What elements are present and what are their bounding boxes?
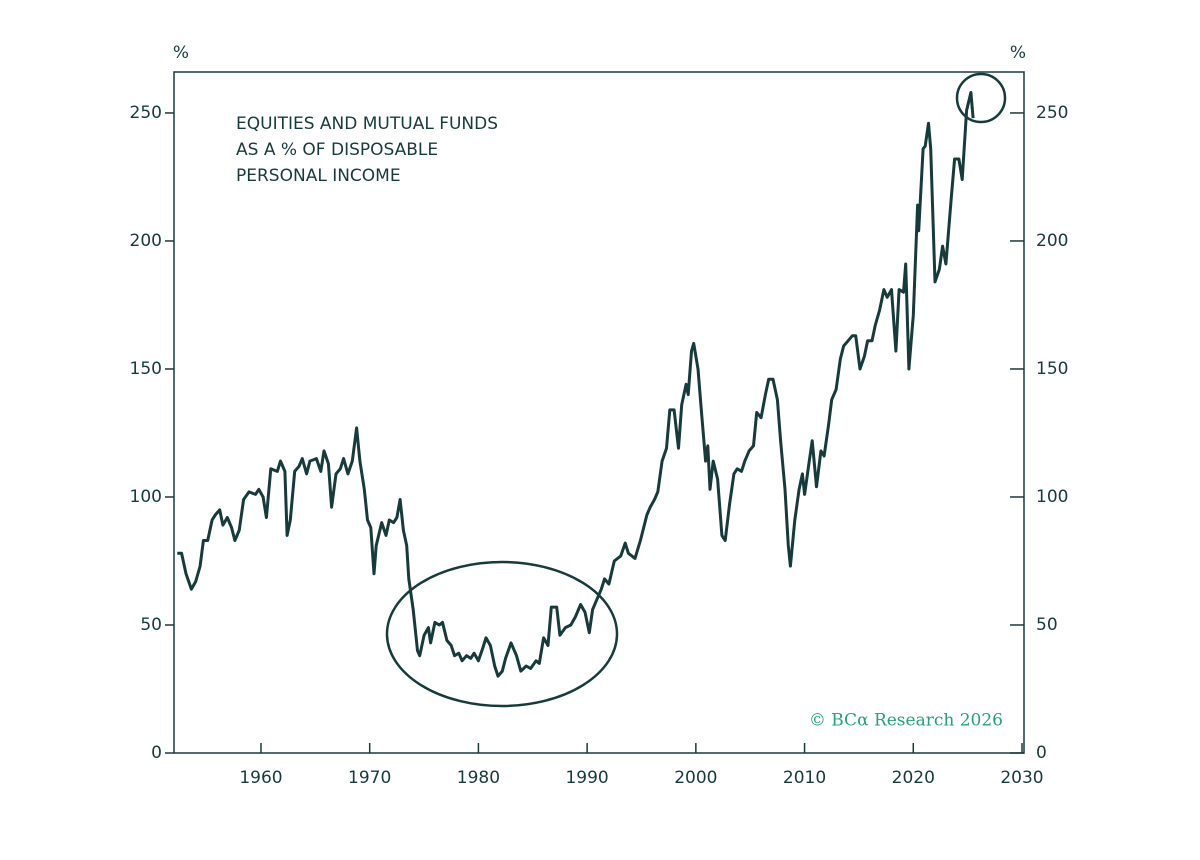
title-line: AS A % OF DISPOSABLE [236,140,438,160]
title-line: EQUITIES AND MUTUAL FUNDS [236,114,498,134]
y-tick-label: 250 [130,103,162,123]
y2-tick-label: 100 [1036,487,1068,507]
x-tick-label: 2020 [892,768,935,788]
plot-frame [173,71,1025,754]
data-line [177,91,975,678]
y2-tick-label: 250 [1036,103,1068,123]
x-tick-label: 1980 [457,768,500,788]
y-tick-label: 0 [151,743,162,763]
y-tick-label: 200 [130,231,162,251]
highlight-circle [955,72,1007,124]
x-tick-label: 2030 [1000,768,1043,788]
y2-axis-unit: % [1010,43,1026,63]
y-tick-label: 50 [140,615,162,635]
y-tick-label: 150 [130,359,162,379]
chart-title: EQUITIES AND MUTUAL FUNDS AS A % OF DISPO… [236,114,498,186]
y2-tick-label: 0 [1036,743,1047,763]
x-tick-label: 1960 [239,768,282,788]
y-axis-unit: % [173,43,189,63]
x-tick-label: 1990 [565,768,608,788]
y-tick-label: 100 [130,487,162,507]
y2-tick-label: 200 [1036,231,1068,251]
source-note: © BCα Research 2026 [809,711,1003,731]
highlight-ellipse [385,560,619,708]
x-tick-label: 1970 [348,768,391,788]
x-tick-label: 2010 [783,768,826,788]
x-tick-label: 2000 [674,768,717,788]
title-line: PERSONAL INCOME [236,166,401,186]
y2-tick-label: 50 [1036,615,1058,635]
y2-tick-label: 150 [1036,359,1068,379]
